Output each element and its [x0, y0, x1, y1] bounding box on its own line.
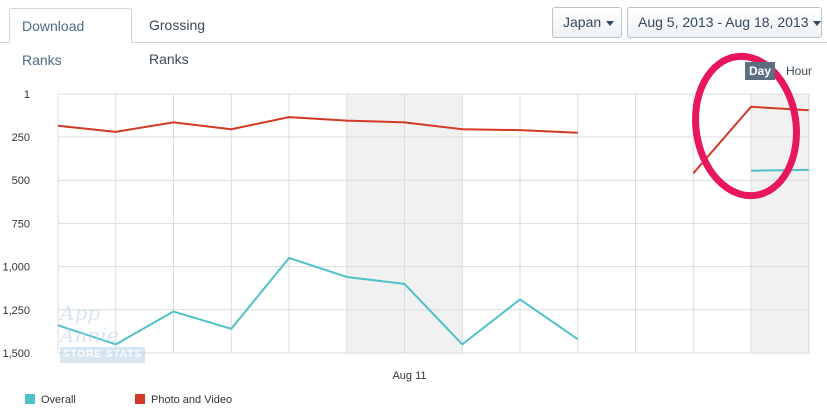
chart-grid: [57, 93, 810, 354]
date-range-dropdown[interactable]: Aug 5, 2013 - Aug 18, 2013: [627, 7, 822, 38]
x-tick-label-0: Aug 11: [392, 370, 426, 382]
y-tick-label-2: 500: [12, 175, 30, 187]
rank-tabs: Download Ranks Grossing Ranks Japan Aug …: [0, 0, 827, 68]
legend-photo-and-video[interactable]: Photo and Video: [135, 394, 232, 408]
y-tick-label-0: 1: [24, 89, 30, 101]
country-value: Japan: [563, 14, 602, 30]
series-line-photo-and-video-1: [692, 105, 809, 174]
x-axis: Aug 11: [392, 370, 426, 382]
y-tick-label-1: 250: [12, 132, 30, 144]
date-range-value: Aug 5, 2013 - Aug 18, 2013: [638, 14, 809, 30]
watermark-line1: App Annie: [60, 301, 119, 347]
chevron-down-icon: [606, 20, 615, 26]
legend-label-overall: Overall: [41, 394, 76, 406]
legend-swatch-overall: [25, 394, 35, 404]
y-axis: 1 250 500 750 1,000 1,250 1,500: [2, 89, 30, 360]
tab-grossing-ranks[interactable]: Grossing Ranks: [149, 17, 206, 67]
series-line-photo-and-video-0: [57, 116, 578, 134]
granularity-day-button[interactable]: Day: [745, 62, 775, 80]
series-line-overall-0: [57, 256, 579, 346]
y-tick-label-3: 750: [12, 218, 30, 230]
app-annie-watermark: App Annie STORE STATS: [60, 301, 145, 363]
tabs-baseline: [0, 42, 827, 43]
series-lines: [57, 105, 809, 346]
tab-download-ranks[interactable]: Download Ranks: [9, 8, 132, 68]
legend-swatch-photo-and-video: [135, 394, 145, 404]
y-tick-label-6: 1,500: [2, 348, 30, 360]
chevron-down-icon: [813, 20, 822, 26]
legend-label-photo-and-video: Photo and Video: [151, 394, 233, 406]
y-tick-label-5: 1,250: [2, 305, 30, 317]
watermark-line2: STORE STATS: [60, 347, 145, 363]
highlight-circle-annotation: [692, 52, 800, 200]
granularity-hour-button[interactable]: Hour: [786, 64, 813, 78]
legend-overall[interactable]: Overall: [25, 394, 76, 408]
series-line-overall-1: [750, 168, 809, 172]
country-dropdown[interactable]: Japan: [552, 7, 622, 38]
y-tick-label-4: 1,000: [2, 262, 30, 274]
